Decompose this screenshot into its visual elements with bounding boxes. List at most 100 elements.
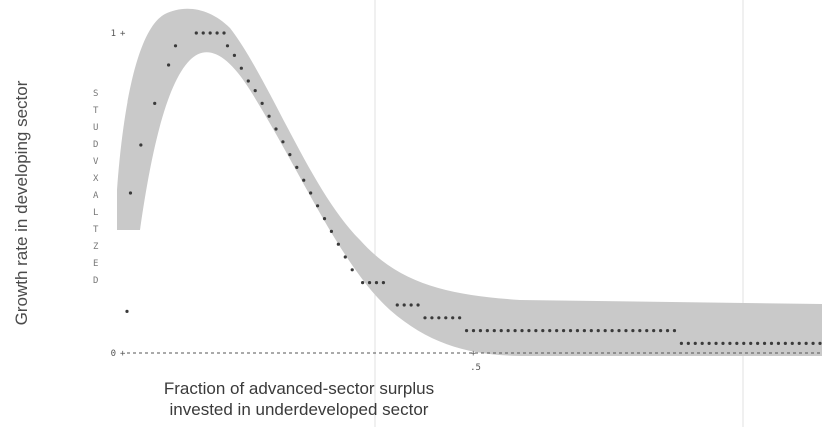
data-point <box>638 329 642 333</box>
data-point <box>222 31 226 35</box>
data-point <box>485 329 489 333</box>
data-point <box>402 303 406 307</box>
data-point <box>444 316 448 320</box>
data-point <box>253 89 257 93</box>
data-point <box>381 281 386 285</box>
data-point <box>693 341 697 345</box>
x-axis-label-line: invested in underdeveloped sector <box>169 400 429 419</box>
data-point <box>274 127 278 131</box>
data-points <box>125 31 822 345</box>
printout-letter: V <box>93 157 99 167</box>
data-point <box>645 329 649 333</box>
data-point <box>225 44 230 48</box>
data-point <box>617 329 621 333</box>
data-point <box>343 255 347 259</box>
data-point <box>714 341 718 345</box>
printout-letter: T <box>93 106 99 116</box>
data-point <box>232 53 237 58</box>
data-point <box>776 341 781 345</box>
data-point <box>239 66 243 70</box>
data-point <box>756 341 760 345</box>
y-tick-mark: + <box>120 349 126 359</box>
data-point <box>361 281 365 285</box>
data-point <box>336 242 340 246</box>
data-point <box>804 341 808 345</box>
data-point <box>329 229 334 233</box>
printout-letter: T <box>93 225 99 235</box>
data-point <box>471 329 476 333</box>
printout-letter: U <box>93 123 98 133</box>
data-point <box>208 31 212 35</box>
data-point <box>416 303 420 307</box>
data-point <box>742 341 746 345</box>
data-point <box>215 31 219 35</box>
data-point <box>700 341 704 345</box>
data-point <box>295 165 299 169</box>
data-point <box>125 309 129 313</box>
data-point <box>194 31 198 35</box>
data-point <box>350 268 354 272</box>
data-point <box>267 114 271 118</box>
data-point <box>818 341 822 345</box>
data-point <box>582 329 586 333</box>
data-point <box>610 329 614 333</box>
printout-letter: S <box>93 89 98 99</box>
data-point <box>769 341 774 345</box>
data-point <box>596 329 600 333</box>
data-point <box>652 329 656 333</box>
data-point <box>568 329 573 333</box>
data-point <box>153 101 157 105</box>
data-point <box>173 44 178 48</box>
data-point <box>395 303 399 307</box>
data-point <box>166 63 171 67</box>
data-point <box>672 329 677 333</box>
data-point <box>260 101 264 105</box>
data-point <box>281 140 285 144</box>
data-point <box>374 281 379 285</box>
printout-letter: L <box>93 208 98 218</box>
data-point <box>506 329 510 333</box>
printout-letter: D <box>93 140 98 150</box>
data-point <box>451 316 455 320</box>
axis-ticks: 0 +1 + + .5 <box>111 29 481 373</box>
data-point <box>548 329 552 333</box>
data-point <box>735 341 739 345</box>
data-point <box>430 316 434 320</box>
data-point <box>679 341 684 345</box>
data-point <box>561 329 566 333</box>
y-axis-label: Growth rate in developing sector <box>12 80 31 326</box>
data-point <box>811 341 815 345</box>
data-point <box>246 79 250 83</box>
data-point <box>513 329 517 333</box>
confidence-band <box>117 8 822 356</box>
data-point <box>541 329 545 333</box>
data-point <box>762 341 767 345</box>
data-point <box>686 341 690 345</box>
data-point <box>534 329 538 333</box>
data-point <box>478 329 483 333</box>
data-point <box>631 329 635 333</box>
printout-letter: Z <box>93 242 99 252</box>
data-point <box>659 329 663 333</box>
data-point <box>302 178 306 182</box>
data-point <box>458 316 462 320</box>
data-point <box>721 341 725 345</box>
data-point <box>367 281 372 285</box>
data-point <box>555 329 559 333</box>
printout-letter: E <box>93 259 98 269</box>
data-point <box>423 316 427 320</box>
x-tick-label: .5 <box>470 363 481 373</box>
printout-letter: A <box>93 191 99 201</box>
printout-letter: D <box>93 276 98 286</box>
data-point <box>288 153 292 157</box>
data-point <box>728 341 732 345</box>
data-point <box>464 329 469 333</box>
data-point <box>790 341 794 345</box>
data-point <box>499 329 503 333</box>
data-point <box>315 204 320 208</box>
y-tick-label: 0 <box>111 349 116 359</box>
data-point <box>589 329 593 333</box>
data-point <box>783 341 787 345</box>
